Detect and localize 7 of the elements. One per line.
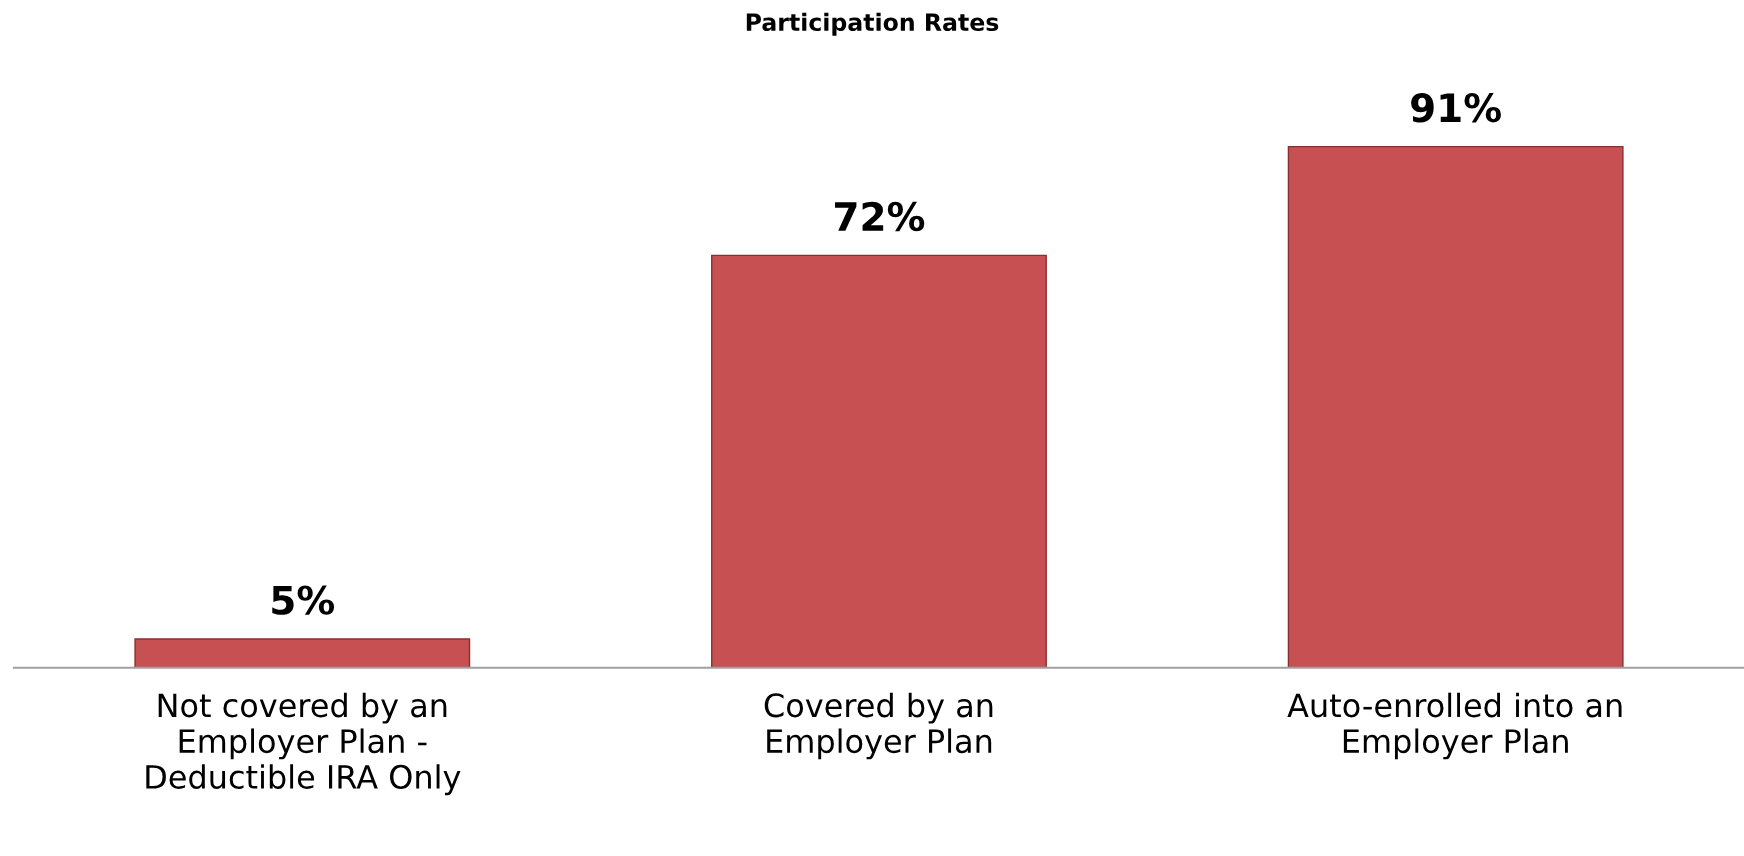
data-label: 5% xyxy=(272,585,335,615)
data-label: 72% xyxy=(835,201,925,232)
x-tick-label: Not covered by an Employer Plan - Deductible IRA Only xyxy=(146,692,461,796)
x-tick-label: Auto-enrolled into an Employer Plan xyxy=(1287,692,1622,760)
chart-title: Participation Rates xyxy=(746,12,999,36)
data-label: 91% xyxy=(1411,93,1501,123)
x-tick-label: Covered by an Employer Plan xyxy=(764,692,993,760)
